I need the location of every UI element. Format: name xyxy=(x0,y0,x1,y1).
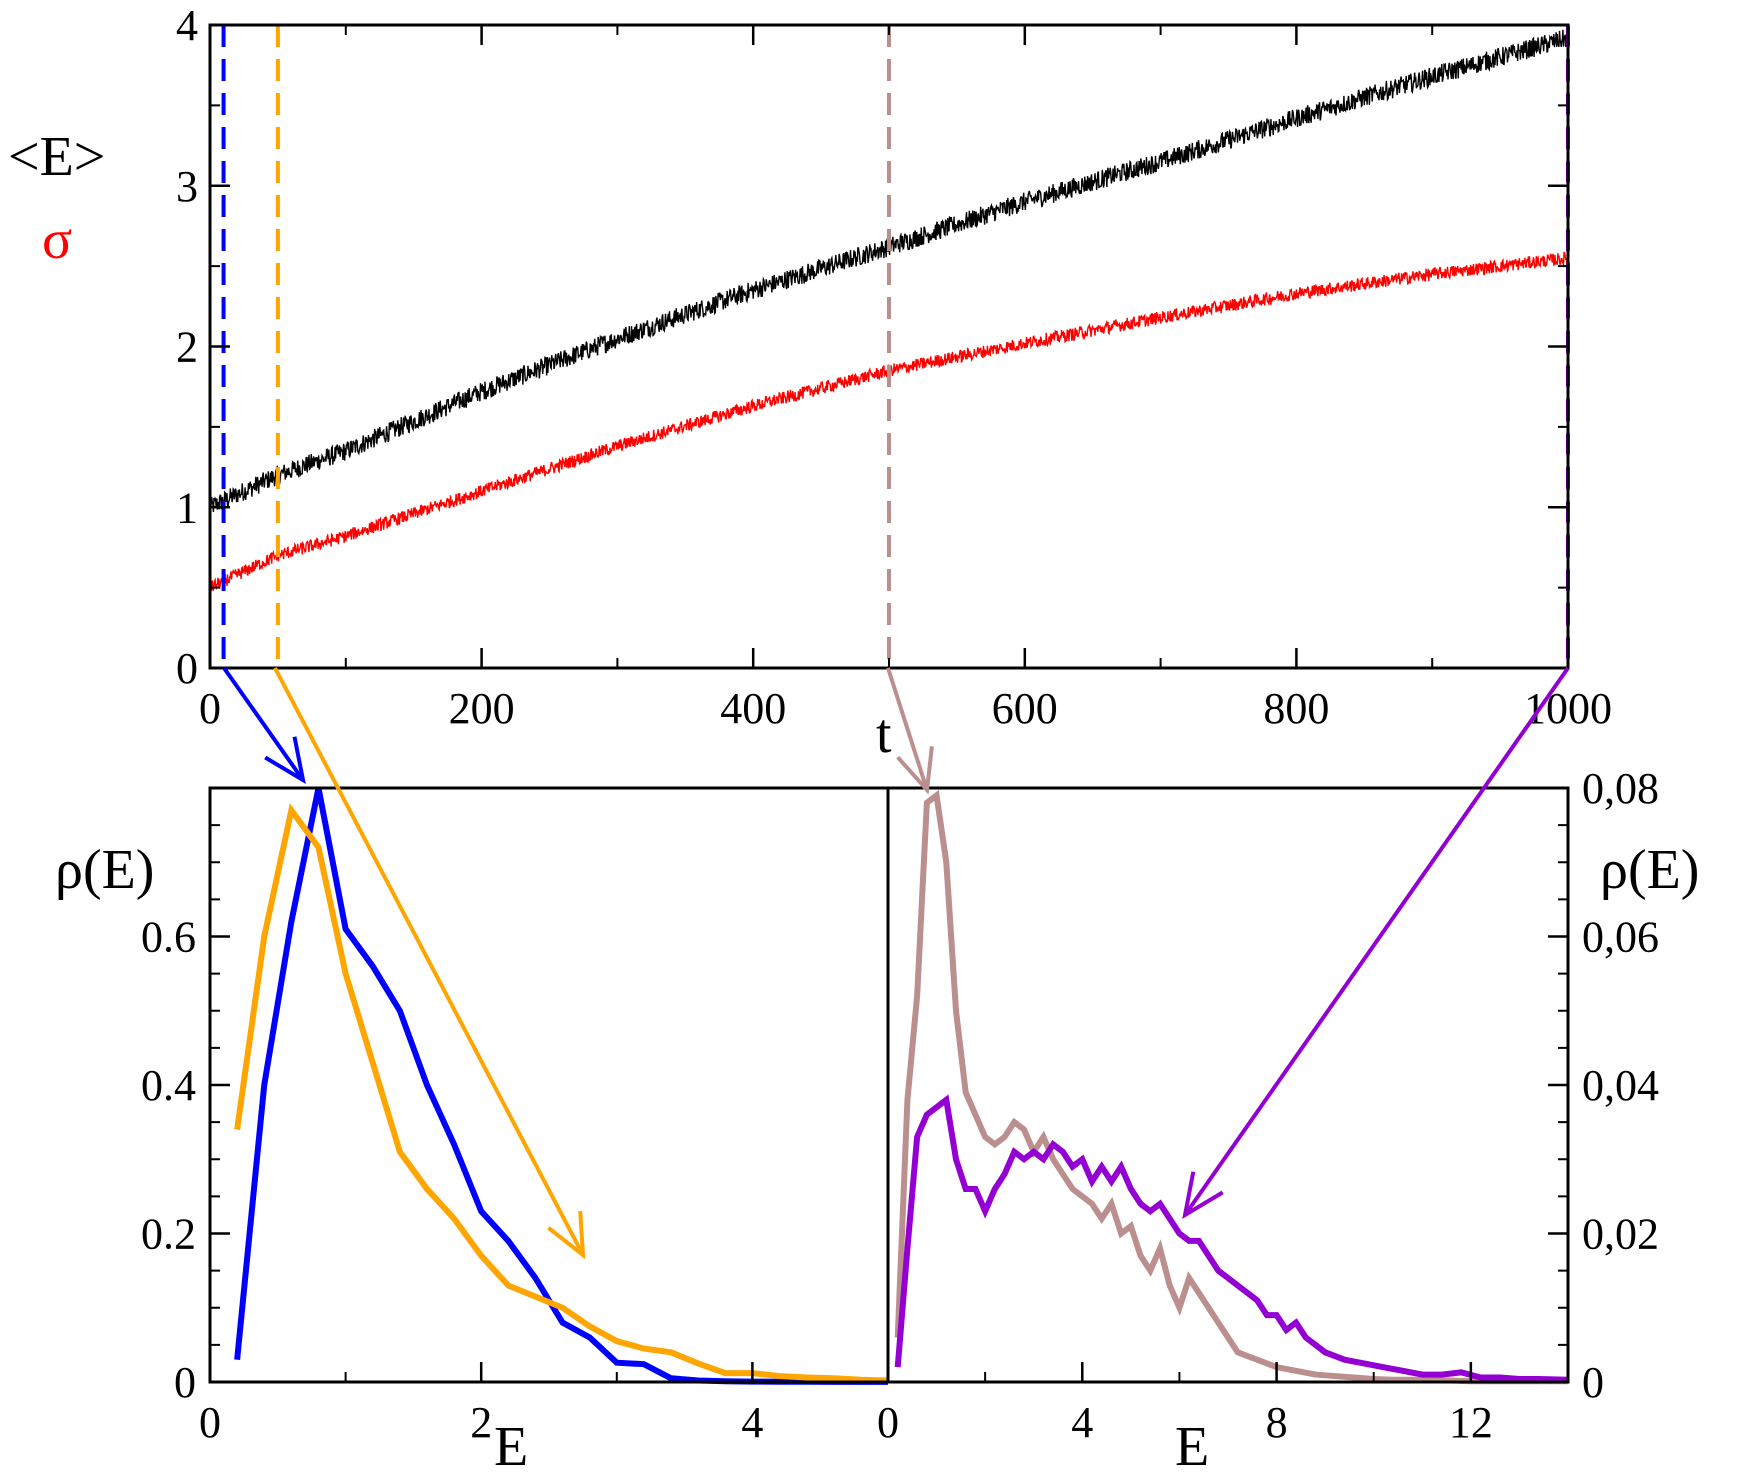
top-xtick-label: 600 xyxy=(992,684,1058,733)
orange-arrow xyxy=(273,667,586,1260)
bottom-right-series-brown xyxy=(894,789,1568,1385)
top-xlabel: t xyxy=(876,703,892,765)
bottom-right-xtick-label: 8 xyxy=(1266,1398,1288,1447)
marker-layer xyxy=(221,25,1570,668)
bottom-left-xtick-label: 2 xyxy=(470,1398,492,1447)
top-xtick-label: 0 xyxy=(199,684,221,733)
bottom-right-xtick-label: 0 xyxy=(877,1398,899,1447)
top-ytick-label: 0 xyxy=(176,644,198,693)
bottom-right-xtick-label: 4 xyxy=(1071,1398,1093,1447)
bottom-left-ytick-label: 0.2 xyxy=(141,1210,196,1259)
blue-arrow-shaft xyxy=(222,666,305,782)
bottom-right-ytick-label: 0 xyxy=(1582,1358,1604,1407)
bottom-left-xtick-label: 4 xyxy=(741,1398,763,1447)
bottom-right-series-purple xyxy=(894,1094,1569,1383)
orange-arrow-shaft xyxy=(273,667,585,1256)
purple-arrow xyxy=(1182,666,1570,1220)
bottom-right-xtick-label: 12 xyxy=(1449,1398,1493,1447)
top-ytick-label: 4 xyxy=(176,1,198,50)
bottom-right-plot-frame xyxy=(886,786,1570,1384)
brown-arrow xyxy=(886,667,934,795)
bottom-right-ytick-label: 0,02 xyxy=(1582,1210,1659,1259)
top-ylabel-energy: <E> xyxy=(8,126,105,188)
connector-layer xyxy=(222,666,1570,1260)
bottom-left-series-blue xyxy=(234,787,889,1385)
bottom-left-plot-frame xyxy=(208,786,890,1384)
br-ylabel: ρ(E) xyxy=(1600,839,1699,901)
bottom-left-ytick-label: 0.4 xyxy=(141,1061,196,1110)
top-ylabel-sigma: σ xyxy=(42,209,72,271)
purple-arrow-head xyxy=(1182,1171,1224,1220)
bottom-right-ytick-label: 0,04 xyxy=(1582,1061,1659,1110)
brown-arrow-shaft xyxy=(886,667,929,791)
top-xtick-label: 400 xyxy=(720,684,786,733)
bl-xlabel: E xyxy=(494,1416,528,1472)
top-ytick-label: 2 xyxy=(176,323,198,372)
bottom-left-series-orange xyxy=(234,803,889,1384)
data-layer xyxy=(209,28,1569,1385)
top-ytick-label: 3 xyxy=(176,162,198,211)
top-ytick-label: 1 xyxy=(176,483,198,532)
bottom-right-ytick-label: 0,08 xyxy=(1582,764,1659,813)
blue-arrow xyxy=(222,666,306,785)
orange-arrow-head xyxy=(547,1210,586,1260)
brown-arrow-head xyxy=(896,746,934,795)
top-xtick-label: 200 xyxy=(449,684,515,733)
bottom-left-ytick-label: 0 xyxy=(174,1358,196,1407)
top-xtick-label: 800 xyxy=(1263,684,1329,733)
bottom-left-xtick-label: 0 xyxy=(199,1398,221,1447)
bl-ylabel: ρ(E) xyxy=(55,839,154,901)
purple-arrow-shaft xyxy=(1183,666,1570,1217)
bottom-left-ytick-label: 0.6 xyxy=(141,913,196,962)
bottom-right-ytick-label: 0,06 xyxy=(1582,913,1659,962)
blue-arrow-head xyxy=(264,736,306,785)
br-xlabel: E xyxy=(1175,1416,1209,1472)
top-xtick-label: 1000 xyxy=(1524,684,1612,733)
